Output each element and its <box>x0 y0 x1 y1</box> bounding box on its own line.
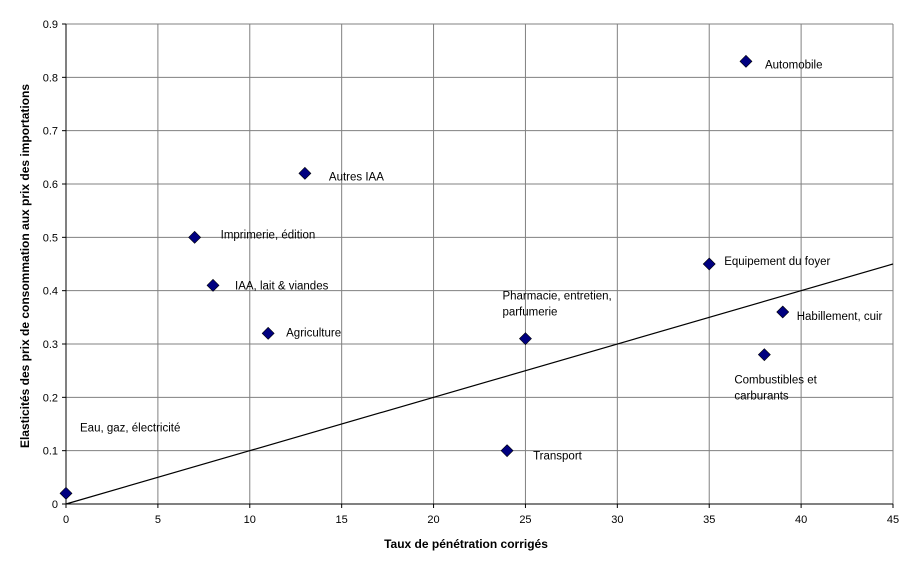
y-tick-label: 0.6 <box>43 179 58 191</box>
y-tick-label: 0.9 <box>43 19 58 31</box>
x-tick-label: 0 <box>63 514 69 526</box>
x-tick-label: 15 <box>336 514 348 526</box>
point-label: Pharmacie, entretien, <box>502 291 611 303</box>
point-label: Combustibles et <box>734 375 817 387</box>
data-points <box>59 54 790 500</box>
data-point <box>500 444 514 458</box>
tick-labels: 0 5 10 15 20 25 30 35 40 45 0 0.1 0.2 0.3 0.4 0.5 0.6 0.7… <box>43 19 899 526</box>
data-point <box>298 166 312 180</box>
point-label: Imprimerie, édition <box>221 229 316 241</box>
y-tick-label: 0.1 <box>43 446 58 458</box>
y-tick-label: 0.4 <box>43 286 58 298</box>
data-point <box>206 278 220 292</box>
y-tick-label: 0.3 <box>43 339 58 351</box>
data-point <box>757 348 771 362</box>
y-tick-label: 0.8 <box>43 72 58 84</box>
y-tick-label: 0.7 <box>43 126 58 138</box>
point-label: IAA, lait & viandes <box>235 280 329 292</box>
trendline-group <box>65 263 894 505</box>
data-point <box>739 54 753 68</box>
axes <box>62 23 894 508</box>
point-label: Transport <box>533 451 583 463</box>
point-label: Agriculture <box>286 327 341 339</box>
point-labels: Eau, gaz, électricité Imprimerie, édition… <box>80 59 883 462</box>
data-point <box>519 332 532 346</box>
x-tick-label: 10 <box>244 514 256 526</box>
trendline <box>65 263 894 505</box>
data-point <box>776 305 790 319</box>
x-axis-title: Taux de pénétration corrigés <box>384 537 548 551</box>
x-tick-label: 40 <box>795 514 807 526</box>
x-tick-label: 20 <box>427 514 439 526</box>
point-label: Autres IAA <box>329 171 384 183</box>
point-label: parfumerie <box>502 307 557 319</box>
x-tick-label: 35 <box>703 514 715 526</box>
data-point <box>261 326 275 340</box>
y-tick-label: 0 <box>52 499 58 511</box>
data-point <box>188 230 202 244</box>
point-label: Eau, gaz, électricité <box>80 422 180 434</box>
y-axis-title: Elasticités des prix de consommation aux… <box>18 84 32 448</box>
point-label: Habillement, cuir <box>797 311 883 323</box>
y-tick-label: 0.2 <box>43 392 58 404</box>
x-tick-label: 5 <box>155 514 161 526</box>
data-point <box>59 486 73 500</box>
y-tick-label: 0.5 <box>43 232 58 244</box>
data-point <box>702 257 716 271</box>
point-label: carburants <box>734 391 789 403</box>
x-tick-label: 25 <box>519 514 531 526</box>
x-tick-label: 45 <box>887 514 899 526</box>
point-label: Equipement du foyer <box>724 256 830 268</box>
x-tick-label: 30 <box>611 514 623 526</box>
point-label: Automobile <box>765 59 823 71</box>
